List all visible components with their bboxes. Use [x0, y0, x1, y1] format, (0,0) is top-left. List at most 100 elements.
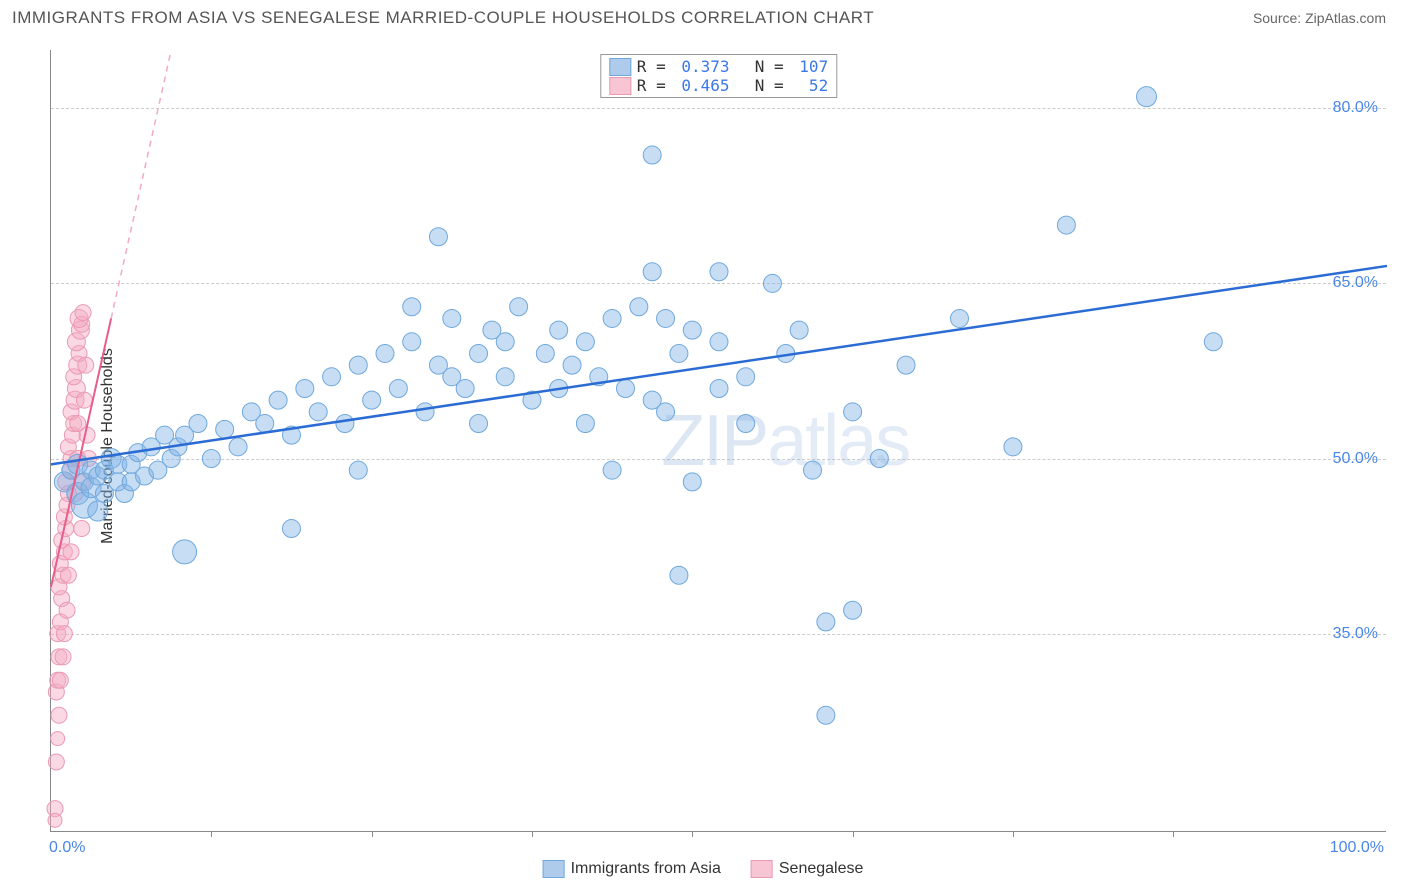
scatter-point [496, 368, 514, 386]
scatter-point [1137, 87, 1157, 107]
scatter-point [349, 356, 367, 374]
scatter-point [844, 601, 862, 619]
scatter-point [256, 414, 274, 432]
scatter-point [416, 403, 434, 421]
x-tick [692, 831, 693, 837]
scatter-point [1004, 438, 1022, 456]
y-tick-label: 35.0% [1333, 625, 1378, 643]
scatter-point [389, 379, 407, 397]
scatter-point [870, 450, 888, 468]
scatter-point [643, 263, 661, 281]
scatter-point [296, 379, 314, 397]
scatter-point [173, 540, 197, 564]
scatter-point [403, 333, 421, 351]
scatter-point [670, 344, 688, 362]
scatter-point [76, 392, 92, 408]
legend-series-item: Senegalese [751, 860, 864, 878]
scatter-point [470, 414, 488, 432]
chart-header: IMMIGRANTS FROM ASIA VS SENEGALESE MARRI… [0, 0, 1406, 32]
x-tick [372, 831, 373, 837]
scatter-point [657, 309, 675, 327]
scatter-point [202, 450, 220, 468]
scatter-point [323, 368, 341, 386]
scatter-point [510, 298, 528, 316]
scatter-point [60, 567, 76, 583]
trend-line [51, 266, 1387, 464]
y-tick-label: 80.0% [1333, 99, 1378, 117]
scatter-point [59, 602, 75, 618]
source-label: Source: ZipAtlas.com [1253, 10, 1386, 26]
scatter-point [55, 649, 71, 665]
scatter-point [630, 298, 648, 316]
legend-correlation-box: R = 0.373 N = 107R = 0.465 N = 52 [600, 54, 837, 98]
scatter-point [1057, 216, 1075, 234]
scatter-point [74, 521, 90, 537]
scatter-point [657, 403, 675, 421]
scatter-point [763, 274, 781, 292]
scatter-plot-svg [51, 50, 1386, 831]
scatter-point [670, 566, 688, 584]
legend-series-label: Senegalese [779, 860, 864, 878]
legend-series: Immigrants from Asia Senegalese [543, 860, 864, 878]
x-tick [1173, 831, 1174, 837]
scatter-point [429, 228, 447, 246]
legend-series-label: Immigrants from Asia [571, 860, 721, 878]
scatter-point [710, 263, 728, 281]
scatter-point [470, 344, 488, 362]
scatter-point [710, 333, 728, 351]
scatter-point [376, 344, 394, 362]
scatter-point [443, 309, 461, 327]
y-tick-label: 50.0% [1333, 450, 1378, 468]
y-tick-label: 65.0% [1333, 274, 1378, 292]
scatter-point [52, 672, 68, 688]
legend-correlation-row: R = 0.465 N = 52 [609, 76, 828, 95]
scatter-point [216, 420, 234, 438]
scatter-point [78, 357, 94, 373]
scatter-point [897, 356, 915, 374]
scatter-point [336, 414, 354, 432]
legend-swatch [543, 860, 565, 878]
scatter-point [790, 321, 808, 339]
scatter-point [51, 707, 67, 723]
legend-swatch [609, 58, 631, 76]
scatter-point [817, 613, 835, 631]
chart-title: IMMIGRANTS FROM ASIA VS SENEGALESE MARRI… [12, 8, 874, 28]
scatter-point [229, 438, 247, 456]
scatter-point [63, 544, 79, 560]
scatter-point [75, 305, 91, 321]
scatter-point [737, 414, 755, 432]
x-tick [211, 831, 212, 837]
scatter-point [536, 344, 554, 362]
scatter-point [456, 379, 474, 397]
scatter-point [603, 461, 621, 479]
scatter-point [189, 414, 207, 432]
scatter-point [683, 473, 701, 491]
scatter-point [88, 501, 108, 521]
scatter-point [51, 732, 65, 746]
scatter-point [844, 403, 862, 421]
scatter-point [603, 309, 621, 327]
scatter-point [737, 368, 755, 386]
scatter-point [576, 414, 594, 432]
scatter-point [363, 391, 381, 409]
scatter-point [48, 754, 64, 770]
trend-line [111, 50, 171, 318]
scatter-point [403, 298, 421, 316]
scatter-point [56, 626, 72, 642]
scatter-point [710, 379, 728, 397]
scatter-point [349, 461, 367, 479]
legend-swatch [751, 860, 773, 878]
x-tick [532, 831, 533, 837]
x-tick-label: 0.0% [49, 839, 85, 857]
scatter-point [643, 146, 661, 164]
chart-plot-area: R = 0.373 N = 107R = 0.465 N = 52 ZIPatl… [50, 50, 1386, 832]
scatter-point [48, 813, 62, 827]
scatter-point [576, 333, 594, 351]
legend-correlation-row: R = 0.373 N = 107 [609, 57, 828, 76]
legend-swatch [609, 77, 631, 95]
scatter-point [1204, 333, 1222, 351]
x-tick-label: 100.0% [1330, 839, 1384, 857]
x-tick [1013, 831, 1014, 837]
scatter-point [282, 520, 300, 538]
scatter-point [616, 379, 634, 397]
